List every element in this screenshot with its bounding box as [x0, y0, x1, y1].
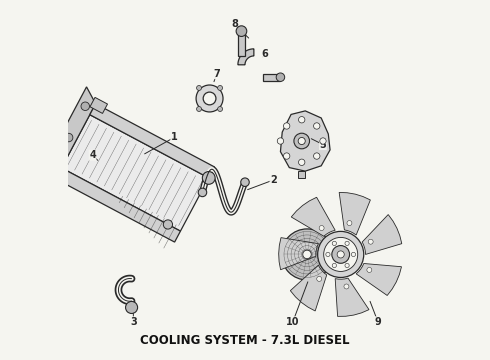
Polygon shape: [279, 238, 319, 270]
Circle shape: [218, 107, 222, 112]
Polygon shape: [298, 171, 305, 178]
Circle shape: [317, 276, 322, 282]
Circle shape: [198, 188, 207, 197]
Circle shape: [282, 229, 333, 280]
Circle shape: [298, 117, 305, 123]
Text: 1: 1: [171, 132, 177, 143]
Text: 3: 3: [130, 317, 137, 327]
Circle shape: [196, 85, 201, 90]
Circle shape: [344, 284, 349, 289]
Circle shape: [236, 26, 247, 36]
Circle shape: [202, 172, 215, 184]
Polygon shape: [238, 49, 254, 65]
Circle shape: [294, 133, 310, 149]
Circle shape: [48, 165, 56, 173]
Circle shape: [64, 133, 73, 142]
Polygon shape: [291, 265, 327, 311]
Polygon shape: [291, 197, 335, 236]
Circle shape: [326, 252, 330, 257]
Circle shape: [284, 153, 290, 159]
Polygon shape: [263, 74, 280, 81]
Circle shape: [324, 238, 358, 271]
Circle shape: [319, 226, 324, 230]
Circle shape: [345, 241, 349, 246]
Polygon shape: [362, 215, 402, 255]
Polygon shape: [280, 111, 330, 171]
Polygon shape: [90, 98, 107, 113]
Circle shape: [276, 73, 285, 81]
Circle shape: [298, 159, 305, 166]
Polygon shape: [356, 264, 401, 296]
Polygon shape: [56, 168, 180, 242]
Circle shape: [163, 220, 172, 229]
Polygon shape: [37, 87, 96, 181]
Circle shape: [345, 264, 349, 267]
Circle shape: [306, 251, 311, 255]
Circle shape: [303, 250, 311, 259]
Circle shape: [196, 85, 223, 112]
Circle shape: [314, 153, 320, 159]
Circle shape: [367, 267, 372, 273]
Circle shape: [125, 301, 138, 314]
Circle shape: [314, 123, 320, 129]
Circle shape: [320, 138, 326, 144]
Text: 10: 10: [286, 317, 299, 327]
Circle shape: [277, 138, 284, 144]
Text: 6: 6: [261, 49, 268, 59]
Text: 9: 9: [374, 317, 381, 327]
Text: 4: 4: [89, 150, 96, 160]
Text: 8: 8: [231, 19, 238, 29]
Circle shape: [298, 138, 305, 145]
Circle shape: [81, 102, 90, 111]
Circle shape: [368, 239, 373, 244]
Polygon shape: [335, 278, 369, 316]
Circle shape: [332, 241, 337, 246]
Polygon shape: [90, 104, 215, 178]
Text: COOLING SYSTEM - 7.3L DIESEL: COOLING SYSTEM - 7.3L DIESEL: [140, 334, 350, 347]
Polygon shape: [339, 193, 370, 235]
Text: 7: 7: [213, 69, 220, 79]
Circle shape: [203, 92, 216, 105]
Text: 5: 5: [319, 140, 326, 149]
Circle shape: [196, 107, 201, 112]
Polygon shape: [62, 115, 209, 231]
Circle shape: [241, 178, 249, 186]
Circle shape: [318, 231, 364, 278]
Polygon shape: [238, 31, 245, 56]
Circle shape: [218, 85, 222, 90]
Circle shape: [351, 252, 356, 257]
Circle shape: [284, 123, 290, 129]
Circle shape: [347, 221, 352, 226]
Circle shape: [337, 251, 344, 258]
Circle shape: [332, 264, 337, 267]
Text: 2: 2: [270, 175, 277, 185]
Circle shape: [332, 246, 349, 263]
